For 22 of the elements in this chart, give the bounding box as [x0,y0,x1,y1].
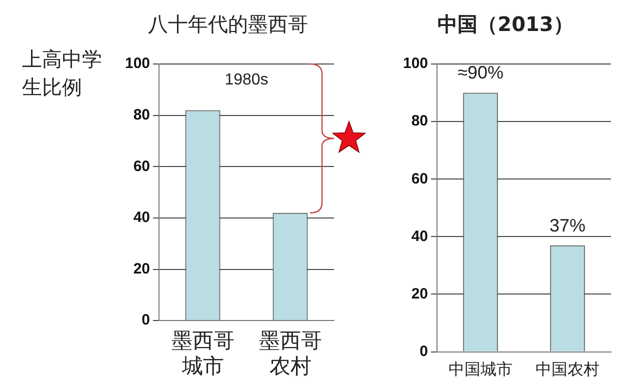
data-label: ≈90% [458,62,504,83]
x-tick-label: 中国城市 [448,360,513,379]
x-tick-label: 墨西哥农村 [258,328,322,378]
y-tick-label: 60 [133,158,150,175]
x-tick-label: 中国农村 [536,360,600,379]
y-tick-label: 40 [133,209,150,226]
y-tick-label: 100 [402,55,428,72]
y-tick-label: 0 [142,312,150,329]
y-tick-label: 80 [411,112,428,130]
y-tick-label: 100 [124,55,150,72]
y-tick-label: 60 [411,170,428,188]
chart-title: 八十年代的墨西哥 [148,12,308,36]
x-tick-label: 墨西哥城市 [171,328,234,378]
y-tick-label: 20 [411,285,428,302]
y-tick-label: 40 [411,228,428,245]
chart-title: 中国（2013） [438,12,574,36]
annotation: 1980s [224,71,268,88]
y-tick-label: 0 [420,342,428,360]
data-label: 37% [549,215,586,236]
y-axis-title: 上高中学生比例 [22,46,103,101]
y-tick-label: 80 [133,106,150,124]
y-tick-label: 20 [133,260,150,278]
